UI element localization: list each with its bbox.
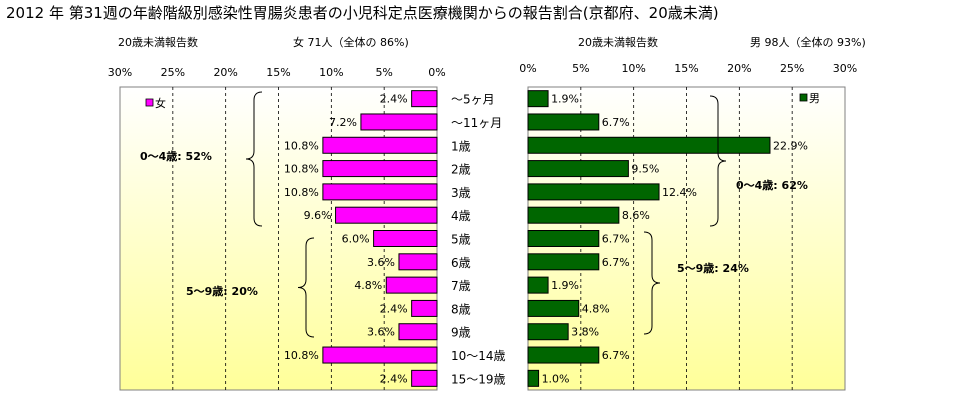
male-bar [527, 90, 549, 108]
female-bar [335, 206, 438, 224]
male-data-label: 12.4% [662, 186, 697, 199]
female-data-label: 10.8% [284, 349, 319, 362]
male-data-label: 1.0% [542, 372, 570, 385]
male-data-label: 6.7% [602, 116, 630, 129]
left-x-tick-label: 20% [213, 66, 237, 79]
female-data-label: 6.0% [342, 233, 370, 246]
male-data-label: 22.9% [773, 139, 808, 152]
female-bar [322, 136, 438, 154]
female-data-label: 4.8% [354, 279, 382, 292]
right-x-tick-label: 5% [572, 62, 589, 75]
female-bar [373, 230, 438, 247]
category-label: 〜11ヶ月 [451, 116, 502, 130]
male-data-label: 6.7% [602, 349, 630, 362]
female-bar [322, 346, 438, 364]
left-x-tick-label: 0% [428, 66, 445, 79]
male-bar [527, 183, 660, 201]
left-x-tick-label: 25% [161, 66, 185, 79]
category-label: 10〜14歳 [451, 349, 506, 363]
female-legend-label: 女 [155, 96, 166, 110]
right-x-tick-label: 25% [780, 62, 804, 75]
female-bar [398, 323, 438, 341]
category-label: 9歳 [451, 326, 471, 340]
male-legend-swatch [799, 93, 808, 102]
male-data-label: 1.9% [551, 279, 579, 292]
male-bar [527, 206, 620, 224]
male-group-0-4-annotation: 0〜4歳: 62% [736, 178, 808, 192]
category-label: 15〜19歳 [451, 372, 506, 386]
female-legend-swatch [145, 98, 154, 107]
male-bar [527, 369, 540, 387]
male-bar [527, 136, 771, 154]
male-bar [527, 276, 549, 294]
female-bar [322, 183, 438, 201]
female-group-0-4-annotation: 0〜4歳: 52% [140, 149, 212, 163]
right-brace-5-9 [643, 231, 661, 335]
female-data-label: 2.4% [380, 372, 408, 385]
female-data-label: 10.8% [284, 163, 319, 176]
right-x-tick-label: 15% [674, 62, 698, 75]
left-count-label: 20歳未満報告数 [118, 36, 198, 49]
female-bar [411, 299, 438, 317]
right-x-tick-label: 30% [833, 62, 857, 75]
male-group-5-9-annotation: 5〜9歳: 24% [677, 261, 749, 275]
left-x-tick-label: 5% [375, 66, 392, 79]
female-group-5-9-annotation: 5〜9歳: 20% [186, 284, 258, 298]
male-legend-label: 男 [809, 92, 820, 105]
male-data-label: 8.6% [622, 209, 650, 222]
female-bar [385, 276, 438, 294]
female-data-label: 10.8% [284, 186, 319, 199]
male-bar [527, 113, 600, 131]
left-brace-5-9 [297, 237, 315, 338]
male-data-label: 1.9% [551, 93, 579, 106]
category-label: 8歳 [451, 302, 471, 316]
category-label: 5歳 [451, 233, 471, 247]
female-data-label: 3.6% [367, 256, 395, 269]
right-count-label: 20歳未満報告数 [578, 36, 658, 49]
male-data-label: 3.8% [571, 326, 599, 339]
right-x-tick-label: 20% [727, 62, 751, 75]
female-data-label: 9.6% [304, 209, 332, 222]
category-label: 7歳 [451, 279, 471, 293]
left-x-tick-label: 30% [108, 66, 132, 79]
chart-title: 2012 年 第31週の年齢階級別感染性胃腸炎患者の小児科定点医療機関からの報告… [6, 4, 719, 22]
right-x-tick-label: 0% [519, 62, 536, 75]
female-data-label: 3.6% [367, 326, 395, 339]
category-label: 6歳 [451, 256, 471, 270]
female-data-label: 10.8% [284, 139, 319, 152]
male-data-label: 9.5% [631, 163, 659, 176]
category-label: 〜5ヶ月 [451, 93, 495, 107]
male-bar [527, 160, 629, 178]
female-bar [322, 160, 438, 178]
left-x-tick-label: 10% [319, 66, 343, 79]
female-data-label: 7.2% [329, 116, 357, 129]
male-bar [527, 230, 600, 247]
right-count-info: 男 98人（全体の 93%) [750, 36, 866, 49]
male-data-label: 6.7% [602, 256, 630, 269]
male-bar [527, 323, 569, 341]
male-data-label: 4.8% [582, 302, 610, 315]
left-x-tick-label: 15% [266, 66, 290, 79]
female-bar [360, 113, 438, 131]
female-bar [411, 90, 438, 108]
male-data-label: 6.7% [602, 233, 630, 246]
female-bar [398, 253, 438, 271]
category-label: 2歳 [451, 163, 471, 177]
female-bar [411, 369, 438, 387]
category-label: 3歳 [451, 186, 471, 200]
male-bar [527, 299, 580, 317]
female-data-label: 2.4% [380, 93, 408, 106]
male-bar [527, 346, 600, 364]
female-data-label: 2.4% [380, 302, 408, 315]
left-brace-0-4 [245, 91, 263, 227]
right-x-tick-label: 10% [621, 62, 645, 75]
category-label: 1歳 [451, 139, 471, 153]
right-brace-0-4 [709, 95, 727, 227]
male-bar [527, 253, 600, 271]
category-label: 4歳 [451, 209, 471, 223]
left-count-info: 女 71人（全体の 86%) [293, 36, 409, 49]
